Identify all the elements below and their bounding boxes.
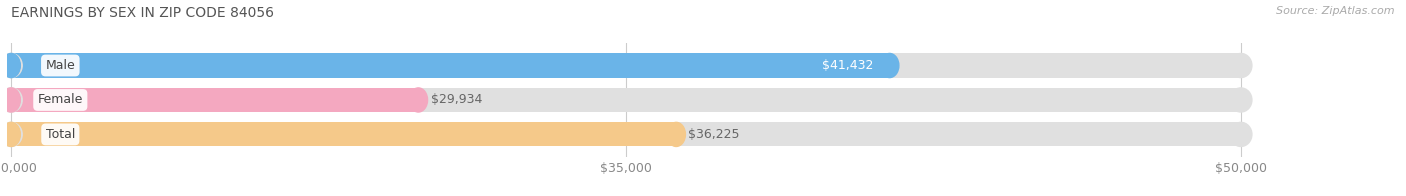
Text: EARNINGS BY SEX IN ZIP CODE 84056: EARNINGS BY SEX IN ZIP CODE 84056 — [11, 6, 274, 20]
Ellipse shape — [0, 88, 22, 112]
Bar — [11, 54, 1241, 78]
Bar — [11, 122, 1241, 146]
Ellipse shape — [1, 122, 20, 146]
Text: $29,934: $29,934 — [430, 93, 482, 106]
Bar — [11, 122, 676, 146]
Ellipse shape — [1, 54, 20, 78]
Ellipse shape — [1230, 88, 1251, 112]
Ellipse shape — [1230, 54, 1251, 78]
Bar — [11, 88, 1241, 112]
Text: Total: Total — [45, 128, 75, 141]
Ellipse shape — [0, 122, 22, 146]
Ellipse shape — [880, 54, 898, 78]
Ellipse shape — [666, 122, 686, 146]
Ellipse shape — [409, 88, 427, 112]
Text: Female: Female — [38, 93, 83, 106]
Bar — [11, 54, 890, 78]
Text: $36,225: $36,225 — [689, 128, 740, 141]
Ellipse shape — [1230, 122, 1251, 146]
Text: Male: Male — [45, 59, 75, 72]
Ellipse shape — [0, 54, 22, 78]
Text: Source: ZipAtlas.com: Source: ZipAtlas.com — [1277, 6, 1395, 16]
Bar — [11, 88, 419, 112]
Ellipse shape — [1, 88, 20, 112]
Text: $41,432: $41,432 — [823, 59, 873, 72]
